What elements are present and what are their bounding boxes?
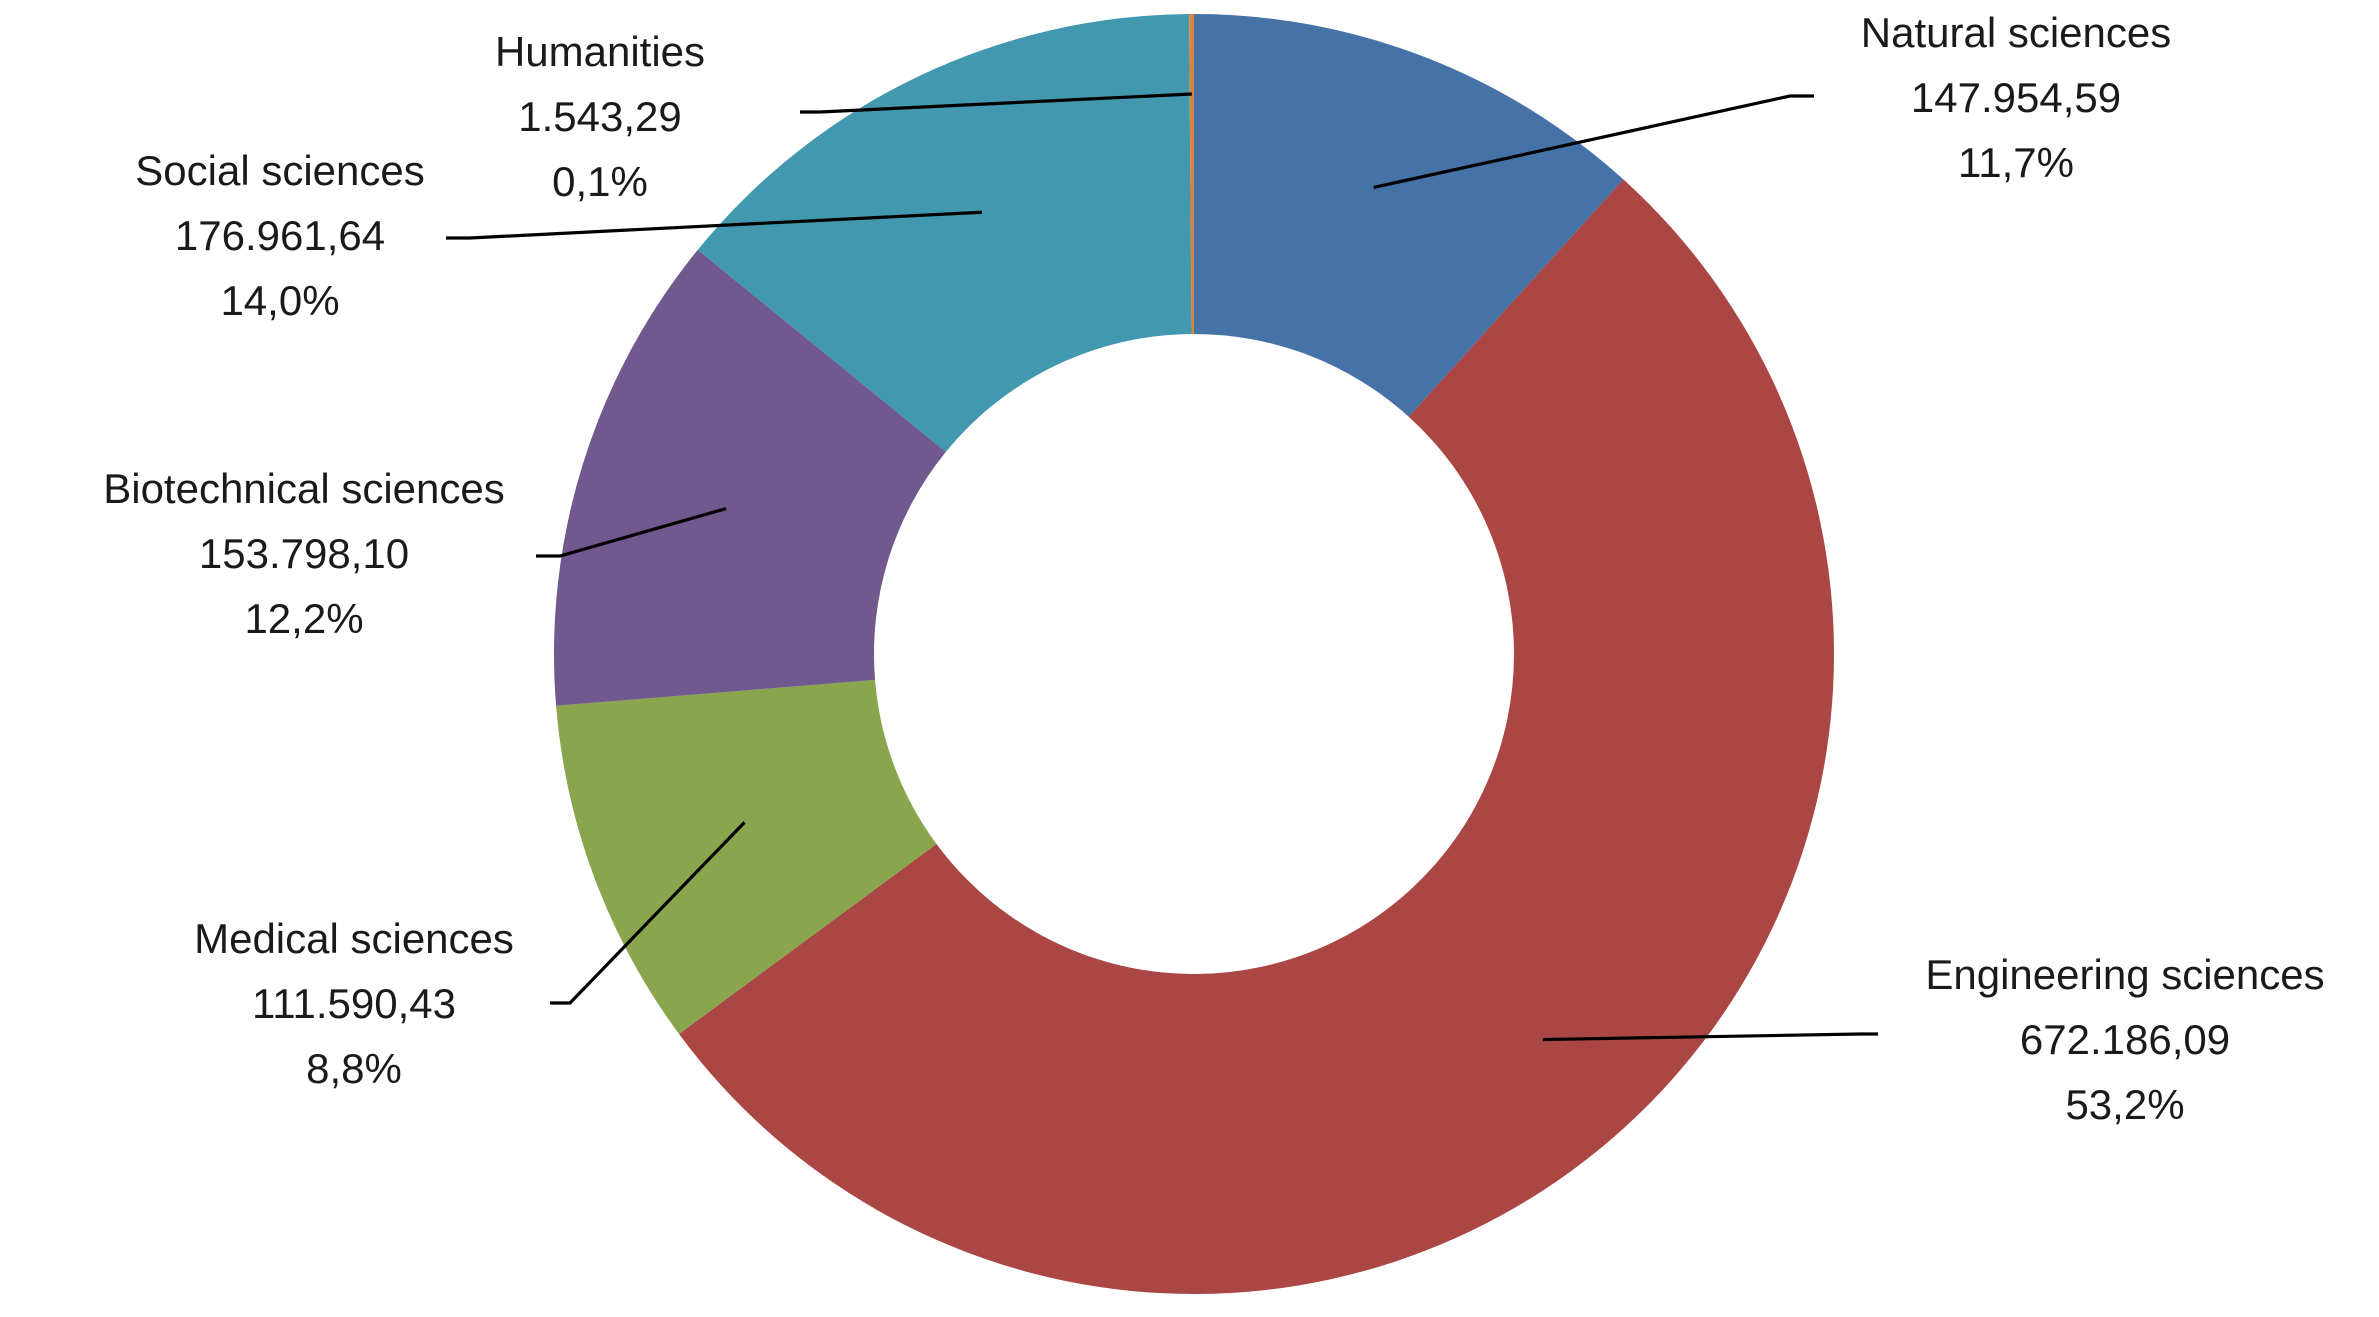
slice-social-sciences	[697, 14, 1192, 452]
label-medical-sciences-name: Medical sciences	[194, 915, 514, 962]
leader-medical-sciences	[550, 821, 746, 1005]
label-social-sciences-name: Social sciences	[135, 147, 424, 194]
label-humanities-name: Humanities	[495, 28, 705, 75]
slice-biotechnical-sciences	[554, 249, 946, 706]
leader-lines	[446, 92, 1878, 1042]
label-humanities-percent: 0,1%	[552, 158, 648, 205]
label-medical-sciences-percent: 8,8%	[306, 1045, 402, 1092]
label-engineering-sciences-value: 672.186,09	[2020, 1016, 2230, 1063]
label-social-sciences-percent: 14,0%	[220, 277, 339, 324]
slice-engineering-sciences	[679, 179, 1834, 1294]
slice-medical-sciences	[556, 679, 937, 1034]
label-engineering-sciences-name: Engineering sciences	[1925, 951, 2324, 998]
label-humanities-value: 1.543,29	[518, 93, 682, 140]
label-natural-sciences-percent: 11,7%	[1958, 139, 2074, 186]
slice-natural-sciences	[1194, 14, 1624, 417]
leader-social-sciences	[446, 210, 983, 240]
doughnut-slices	[554, 14, 1834, 1294]
leader-humanities	[800, 92, 1192, 114]
label-biotechnical-sciences-percent: 12,2%	[244, 595, 363, 642]
leader-engineering-sciences	[1542, 1032, 1878, 1042]
label-biotechnical-sciences-value: 153.798,10	[199, 530, 409, 577]
label-natural-sciences-value: 147.954,59	[1911, 74, 2121, 121]
leader-natural-sciences	[1373, 94, 1814, 189]
label-engineering-sciences-percent: 53,2%	[2065, 1081, 2184, 1128]
label-social-sciences-value: 176.961,64	[175, 212, 385, 259]
label-natural-sciences-name: Natural sciences	[1861, 9, 2171, 56]
label-biotechnical-sciences-name: Biotechnical sciences	[103, 465, 505, 512]
label-medical-sciences-value: 111.590,43	[252, 980, 456, 1027]
leader-biotechnical-sciences	[536, 507, 727, 558]
